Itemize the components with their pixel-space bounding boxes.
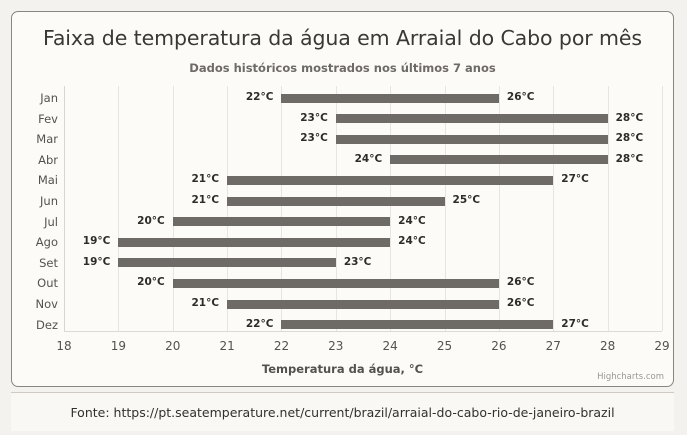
x-tick-label: 29: [654, 339, 670, 353]
bar-max-label: 28°C: [615, 111, 644, 124]
bar-max-label: 26°C: [506, 297, 535, 309]
bar-min-label: 20°C: [137, 276, 165, 289]
range-bar[interactable]: [335, 134, 608, 144]
y-tick-label: Jul: [44, 214, 58, 229]
bar-max-label: 28°C: [615, 152, 644, 165]
bar-min-label: 23°C: [300, 132, 328, 145]
x-tick-label: 23: [328, 339, 344, 353]
x-gridline: [498, 86, 500, 331]
range-bar[interactable]: [118, 258, 336, 268]
bar-max-label: 28°C: [615, 132, 644, 145]
range-bar[interactable]: [335, 114, 608, 124]
range-bar[interactable]: [390, 155, 608, 165]
y-tick-label: Mai: [37, 173, 58, 188]
range-bar[interactable]: [172, 217, 391, 227]
x-gridline: [335, 86, 337, 331]
y-tick-label: Fev: [38, 111, 58, 126]
y-tick-label: Out: [37, 276, 58, 291]
range-bar[interactable]: [227, 299, 499, 309]
x-gridline: [553, 86, 555, 331]
range-bar[interactable]: [118, 237, 391, 247]
bar-max-label: 24°C: [398, 235, 426, 248]
bar-min-label: 20°C: [137, 214, 165, 227]
x-tick-label: 18: [56, 339, 72, 353]
x-tick-label: 22: [273, 339, 290, 353]
x-gridline: [607, 86, 609, 331]
x-tick-label: 26: [491, 339, 507, 353]
bar-min-label: 21°C: [191, 173, 220, 186]
x-tick-label: 20: [165, 339, 181, 353]
plot-area: 18 19 20 21 22 23 24 25 26 27 28 29 Jan 22°C 26°C Fev 23…: [12, 12, 673, 386]
x-gridline: [227, 86, 229, 331]
range-bar[interactable]: [281, 93, 499, 103]
x-tick-label: 21: [219, 339, 235, 353]
highcharts-credit[interactable]: Highcharts.com: [597, 372, 664, 382]
x-gridline: [172, 86, 174, 331]
x-tick-label: 25: [436, 339, 453, 353]
bar-min-label: 19°C: [82, 255, 111, 268]
y-tick-label: Dez: [36, 317, 58, 332]
range-bar[interactable]: [227, 196, 445, 206]
y-tick-label: Jun: [40, 194, 58, 208]
bar-min-label: 19°C: [82, 235, 111, 248]
x-tick-label: 27: [545, 339, 561, 353]
bar-min-label: 24°C: [354, 152, 383, 165]
bar-min-label: 22°C: [245, 91, 274, 103]
y-tick-label: Abr: [38, 152, 58, 167]
x-gridline: [64, 86, 65, 331]
source-strip: Fonte: https://pt.seatemperature.net/cur…: [11, 392, 674, 431]
bar-max-label: 24°C: [398, 214, 426, 227]
x-axis-title: Temperatura da água, °C: [261, 362, 424, 376]
y-tick-label: Mar: [36, 132, 58, 147]
bar-min-label: 21°C: [191, 194, 220, 206]
x-gridline: [390, 86, 392, 331]
range-bar[interactable]: [227, 175, 554, 185]
chart-title: Faixa de temperatura da água em Arraial …: [43, 26, 642, 50]
x-gridline: [444, 86, 446, 331]
bar-max-label: 26°C: [506, 276, 535, 289]
range-bar[interactable]: [281, 320, 554, 330]
x-gridline: [118, 86, 120, 331]
y-tick-label: Set: [39, 255, 58, 270]
bar-min-label: 21°C: [191, 297, 220, 309]
x-tick-label: 24: [382, 339, 398, 353]
bar-min-label: 23°C: [300, 111, 328, 124]
bar-max-label: 25°C: [452, 194, 481, 206]
y-tick-label: Ago: [35, 235, 58, 250]
bar-max-label: 27°C: [561, 173, 589, 186]
x-gridline: [662, 86, 663, 331]
x-tick-label: 28: [599, 339, 616, 353]
source-url-text: Fonte: https://pt.seatemperature.net/cur…: [70, 404, 615, 420]
y-tick-label: Jan: [40, 91, 58, 105]
bar-min-label: 22°C: [245, 317, 274, 330]
bar-max-label: 26°C: [506, 91, 535, 103]
x-axis-line: [64, 331, 662, 332]
chart-card: Faixa de temperatura da água em Arraial …: [11, 11, 674, 387]
range-bar[interactable]: [172, 278, 499, 288]
chart-subtitle: Dados históricos mostrados nos últimos 7…: [189, 61, 496, 75]
bar-max-label: 27°C: [561, 317, 589, 330]
x-gridline: [281, 86, 283, 331]
bar-max-label: 23°C: [343, 255, 372, 268]
x-tick-label: 19: [110, 339, 126, 353]
y-tick-label: Nov: [35, 297, 58, 311]
